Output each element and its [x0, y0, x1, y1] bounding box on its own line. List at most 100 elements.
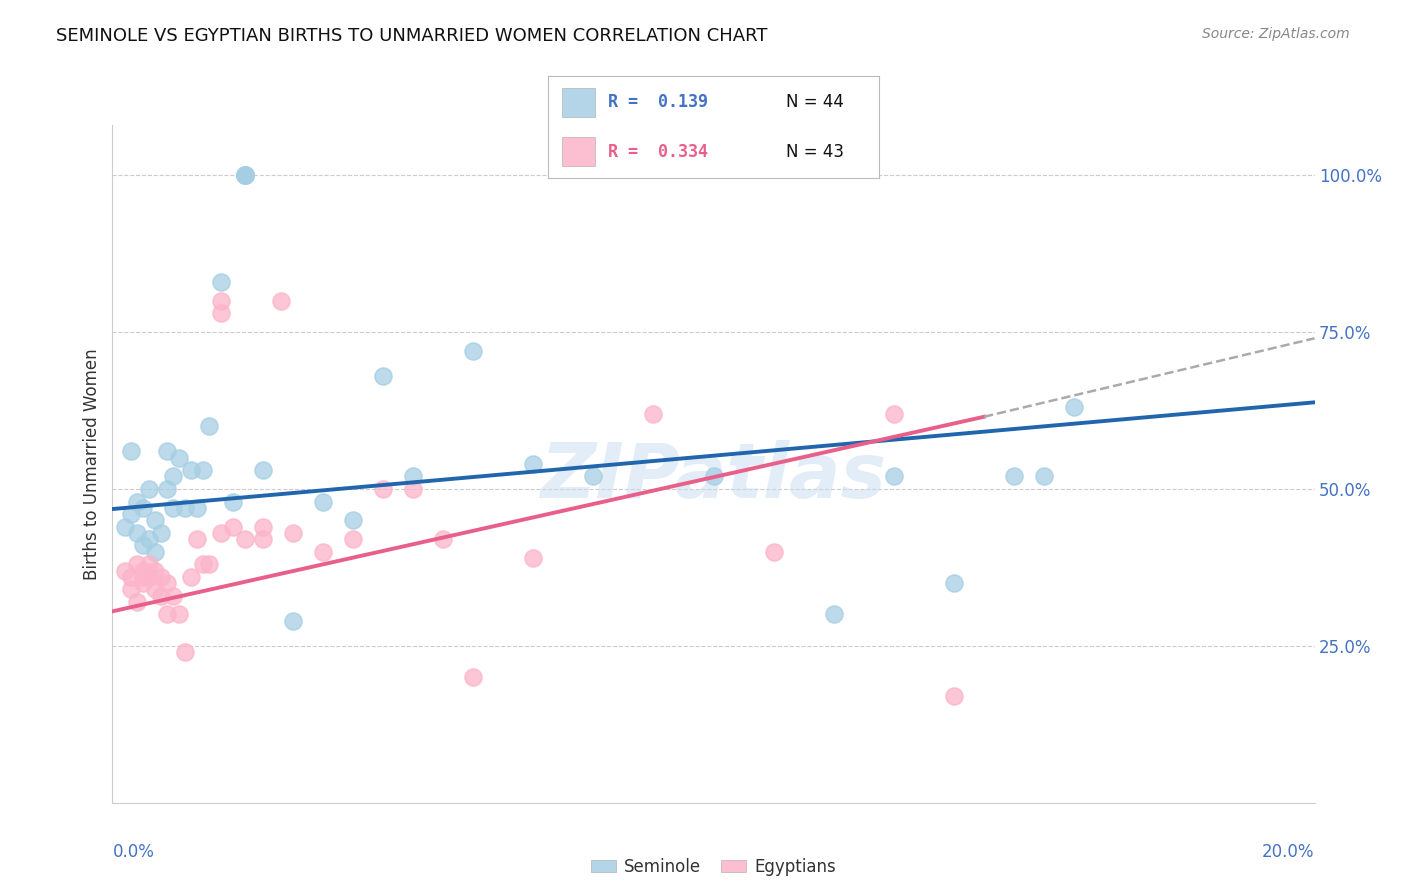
Y-axis label: Births to Unmarried Women: Births to Unmarried Women — [83, 348, 101, 580]
Point — [233, 168, 256, 182]
Point — [155, 576, 177, 591]
Text: R =  0.139: R = 0.139 — [607, 94, 707, 112]
Point — [143, 564, 166, 578]
Point — [125, 525, 148, 540]
Point — [131, 576, 153, 591]
Point — [186, 532, 208, 546]
Point — [402, 469, 425, 483]
Text: N = 44: N = 44 — [786, 94, 844, 112]
Point — [191, 463, 214, 477]
Point — [180, 570, 202, 584]
Point — [270, 293, 292, 308]
Point — [432, 532, 454, 546]
Point — [131, 564, 153, 578]
Point — [125, 494, 148, 508]
Point — [149, 589, 172, 603]
Point — [125, 558, 148, 572]
Point — [114, 564, 136, 578]
Point — [209, 525, 232, 540]
Point — [167, 607, 190, 622]
Text: N = 43: N = 43 — [786, 143, 844, 161]
Point — [883, 407, 905, 421]
Text: R =  0.334: R = 0.334 — [607, 143, 707, 161]
Point — [762, 545, 785, 559]
Point — [149, 570, 172, 584]
Point — [131, 570, 153, 584]
Point — [252, 532, 274, 546]
Point — [233, 168, 256, 182]
Point — [138, 532, 160, 546]
Point — [281, 614, 304, 628]
Point — [120, 582, 142, 597]
Text: Source: ZipAtlas.com: Source: ZipAtlas.com — [1202, 27, 1350, 41]
Point — [883, 469, 905, 483]
Point — [312, 494, 335, 508]
Point — [191, 558, 214, 572]
Point — [155, 444, 177, 458]
Point — [173, 645, 195, 659]
Point — [162, 589, 184, 603]
Point — [155, 482, 177, 496]
Point — [162, 469, 184, 483]
Point — [582, 469, 605, 483]
Point — [143, 582, 166, 597]
Point — [371, 482, 394, 496]
Point — [222, 494, 245, 508]
Point — [461, 343, 484, 358]
Point — [209, 293, 232, 308]
Point — [371, 368, 394, 383]
Point — [138, 482, 160, 496]
Point — [173, 500, 195, 515]
Point — [149, 525, 172, 540]
Point — [120, 444, 142, 458]
Point — [252, 463, 274, 477]
Text: 20.0%: 20.0% — [1263, 843, 1315, 861]
Point — [155, 607, 177, 622]
Legend: Seminole, Egyptians: Seminole, Egyptians — [583, 851, 844, 882]
Point — [125, 595, 148, 609]
Point — [167, 450, 190, 465]
Point — [120, 570, 142, 584]
Point — [942, 689, 965, 703]
Bar — [561, 137, 595, 166]
Point — [180, 463, 202, 477]
Text: SEMINOLE VS EGYPTIAN BIRTHS TO UNMARRIED WOMEN CORRELATION CHART: SEMINOLE VS EGYPTIAN BIRTHS TO UNMARRIED… — [56, 27, 768, 45]
Text: ZIPatlas: ZIPatlas — [540, 441, 887, 515]
Point — [461, 670, 484, 684]
Point — [131, 538, 153, 552]
Point — [222, 519, 245, 533]
Point — [197, 558, 219, 572]
Point — [233, 168, 256, 182]
Point — [1063, 401, 1085, 415]
Point — [233, 532, 256, 546]
Point — [281, 525, 304, 540]
Point — [120, 507, 142, 521]
Point — [252, 519, 274, 533]
Point — [522, 457, 544, 471]
Bar — [561, 88, 595, 117]
Point — [823, 607, 845, 622]
Point — [143, 513, 166, 527]
Point — [209, 306, 232, 320]
Point — [162, 500, 184, 515]
Point — [197, 419, 219, 434]
Point — [643, 407, 665, 421]
Point — [702, 469, 725, 483]
Point — [312, 545, 335, 559]
Point — [138, 570, 160, 584]
Point — [143, 545, 166, 559]
Point — [1002, 469, 1025, 483]
Point — [138, 558, 160, 572]
Point — [1033, 469, 1056, 483]
Point — [402, 482, 425, 496]
Point — [186, 500, 208, 515]
Point — [942, 576, 965, 591]
Point — [131, 500, 153, 515]
Point — [342, 532, 364, 546]
Text: 0.0%: 0.0% — [112, 843, 155, 861]
Point — [342, 513, 364, 527]
Point — [233, 168, 256, 182]
Point — [209, 275, 232, 289]
Point — [114, 519, 136, 533]
Point — [522, 551, 544, 566]
